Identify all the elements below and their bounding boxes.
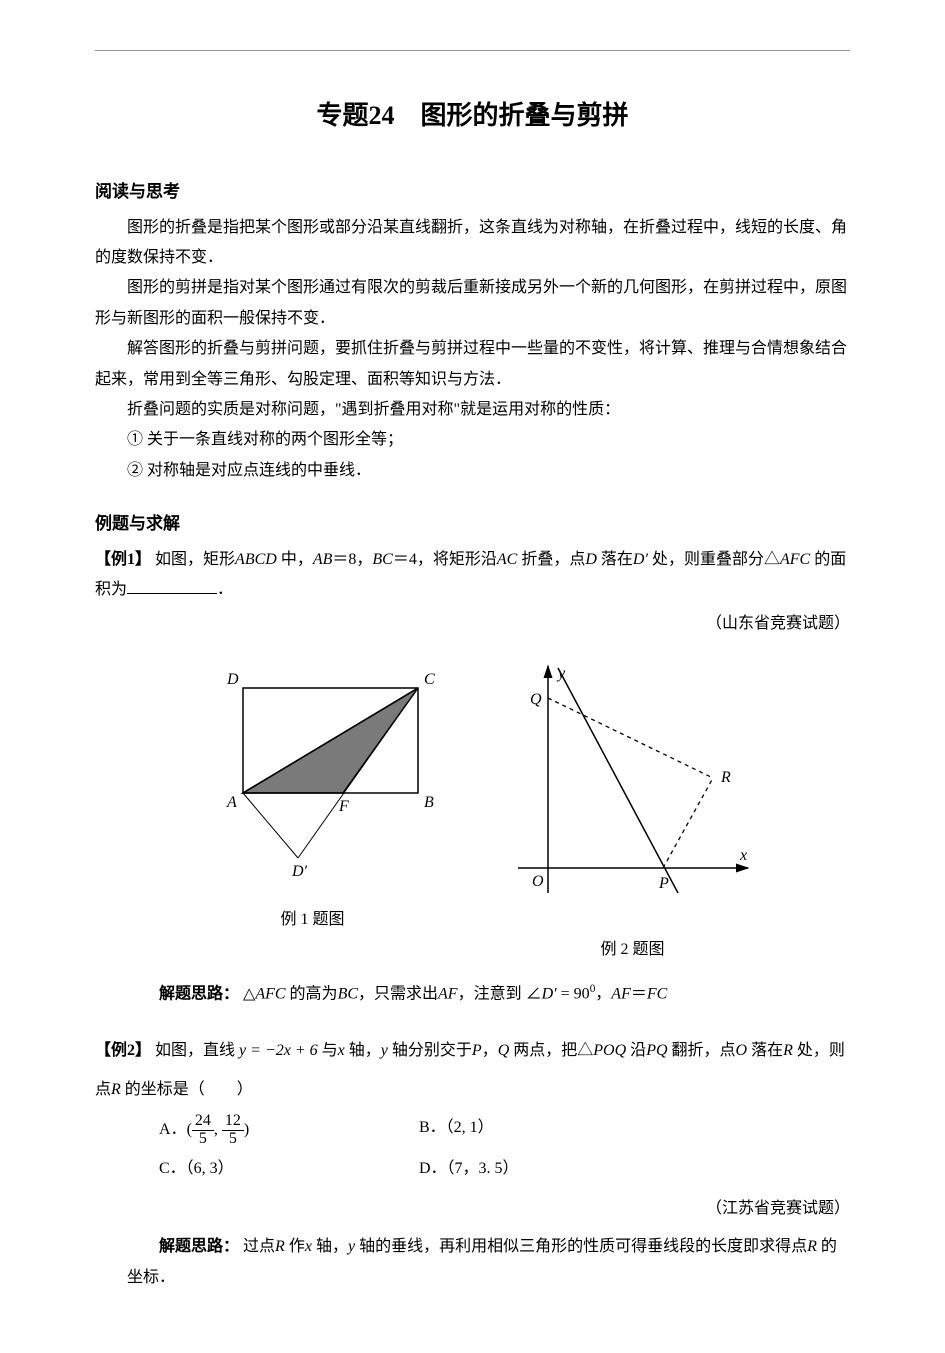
para-2: 图形的剪拼是指对某个图形通过有限次的剪裁后重新接成另外一个新的几何图形，在剪拼过… [95,273,850,334]
figure-2-svg: O P Q Rx y [503,658,763,918]
example-2-label: 【例2】 [95,1042,151,1059]
svg-text:P: P [658,875,669,892]
hint-2: 解题思路： 过点R 作x 轴，y 轴的垂线，再利用相似三角形的性质可得垂线段的长… [127,1232,850,1293]
choice-c: C．（6, 3） [159,1154,419,1184]
hint-1: 解题思路： △AFC 的高为BC，只需求出AF，注意到 ∠D′ = 900，AF… [127,979,850,1010]
section-examples-head: 例题与求解 [95,508,850,540]
title-prefix: 专题 [316,101,368,130]
example-1-text: 【例1】 如图，矩形ABCD 中，AB＝8，BC＝4，将矩形沿AC 折叠，点D … [95,545,850,606]
source-1: （山东省竞赛试题） [95,609,850,639]
figure-2: O P Q Rx y 例 2 题图 [503,658,763,966]
figure-1-caption: 例 1 题图 [183,905,443,935]
figures-row: D C A B F D′ 例 1 题图 O P Q Rx y 例 2 题图 [95,658,850,966]
figure-1-svg: D C A B F D′ [183,658,443,888]
title-num: 24 [369,101,395,130]
choice-b: B．（2, 1） [419,1113,679,1148]
svg-text:F: F [338,798,349,815]
example-2-text: 【例2】 如图，直线 y = −2x + 6 与x 轴，y 轴分别交于P，Q 两… [95,1032,850,1109]
choice-row-2: C．（6, 3） D．（7，3. 5） [159,1154,850,1184]
svg-text:D: D [226,671,239,688]
figure-1: D C A B F D′ 例 1 题图 [183,658,443,966]
para-1: 图形的折叠是指把某个图形或部分沿某直线翻折，这条直线为对称轴，在折叠过程中，线短… [95,213,850,274]
svg-text:Q: Q [530,691,542,708]
title-rest: 图形的折叠与剪拼 [395,101,629,130]
figure-2-caption: 例 2 题图 [503,935,763,965]
svg-text:A: A [226,794,237,811]
list-item-2: ② 对称轴是对应点连线的中垂线． [95,456,850,486]
svg-text:y: y [556,665,566,682]
svg-text:O: O [532,873,544,890]
list-item-1: ① 关于一条直线对称的两个图形全等； [95,425,850,455]
para-4: 折叠问题的实质是对称问题，"遇到折叠用对称"就是运用对称的性质： [95,395,850,425]
fraction-1: 245 [192,1113,214,1148]
top-rule [95,50,850,51]
svg-text:x: x [739,847,747,864]
para-3: 解答图形的折叠与剪拼问题，要抓住折叠与剪拼过程中一些量的不变性，将计算、推理与合… [95,334,850,395]
choice-d: D．（7，3. 5） [419,1154,679,1184]
svg-text:B: B [424,794,434,811]
hint-head-2: 解题思路： [159,1238,239,1255]
choice-row-1: A．(245, 125) B．（2, 1） [159,1113,850,1148]
page-title: 专题24 图形的折叠与剪拼 [95,91,850,140]
example-1-label: 【例1】 [95,551,151,568]
answer-blank-1 [127,580,217,594]
svg-text:C: C [424,671,435,688]
svg-text:R: R [720,769,731,786]
hint-head-1: 解题思路： [159,986,239,1003]
fraction-2: 125 [222,1113,244,1148]
source-2: （江苏省竞赛试题） [95,1194,850,1224]
svg-text:D′: D′ [291,863,308,880]
section-reading-head: 阅读与思考 [95,176,850,208]
choice-a: A．(245, 125) [159,1113,419,1148]
choices: A．(245, 125) B．（2, 1） C．（6, 3） D．（7，3. 5… [159,1113,850,1184]
